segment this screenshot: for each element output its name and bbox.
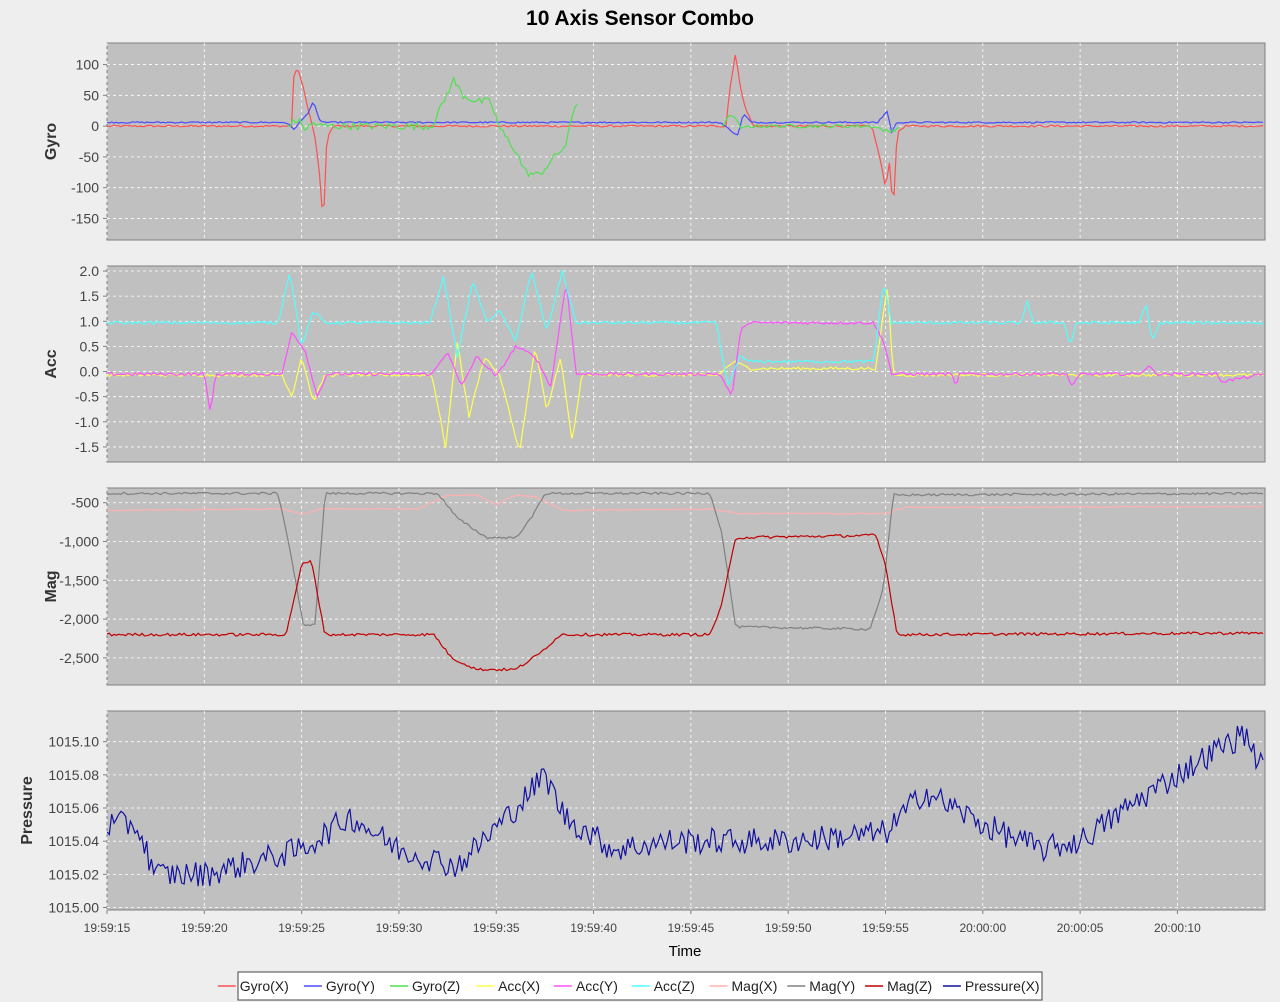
- y-tick-label: 1015.00: [48, 900, 99, 916]
- y-tick-label: 2.0: [80, 263, 100, 279]
- y-tick-label: -100: [71, 180, 99, 196]
- x-tick-label: 19:59:25: [278, 921, 325, 935]
- legend-item: Gyro(X): [217, 978, 289, 994]
- x-tick-label: 20:00:10: [1154, 921, 1201, 935]
- y-axis-label: Gyro: [43, 123, 60, 161]
- subplot-pressure: 1015.10 1015.08 1015.06 1015.04 1015.02 1015.…: [19, 710, 1266, 916]
- x-tick-label: 19:59:35: [473, 921, 520, 935]
- y-tick-label: 1015.10: [48, 734, 99, 750]
- chart-title: 10 Axis Sensor Combo: [526, 7, 754, 30]
- legend-item: Mag(Y): [787, 978, 855, 994]
- y-tick-label: 50: [83, 87, 99, 103]
- y-tick-label: 1015.08: [48, 767, 99, 783]
- plot-area: [106, 710, 1266, 911]
- y-tick-label: -1,500: [59, 572, 99, 588]
- x-tick-label: 20:00:05: [1057, 921, 1104, 935]
- legend-item: Gyro(Y): [303, 978, 375, 994]
- series-line-gyroz: [287, 76, 578, 178]
- series-line-accz: [107, 269, 1264, 387]
- y-tick-label: -50: [79, 149, 99, 165]
- legend-label: Pressure(X): [965, 978, 1040, 994]
- legend-label: Gyro(X): [240, 978, 289, 994]
- legend-label: Acc(Y): [576, 978, 618, 994]
- chart-legend: Gyro(X) Gyro(Y) Gyro(Z) Acc(X) Acc(Y) Acc(Z) M…: [217, 971, 1043, 1001]
- x-tick-label: 19:59:50: [765, 921, 812, 935]
- x-tick-label: 20:00:00: [959, 921, 1006, 935]
- subplot-mag: -500 -1,000 -1,500 -2,000 -2,500 Mag: [43, 487, 1266, 686]
- legend-label: Gyro(Z): [412, 978, 460, 994]
- y-tick-label: 0: [91, 118, 99, 134]
- x-tick-label: 19:59:55: [862, 921, 909, 935]
- legend-item: Gyro(Z): [390, 978, 460, 994]
- series-line-magy: [107, 491, 1264, 631]
- plot-area: [106, 265, 1266, 463]
- x-axis-label: Time: [669, 943, 702, 960]
- y-tick-label: 0.5: [80, 338, 100, 354]
- y-axis-label: Pressure: [19, 776, 36, 845]
- x-tick-label: 19:59:30: [376, 921, 423, 935]
- y-tick-label: 1015.02: [48, 866, 99, 882]
- legend-label: Mag(Z): [887, 978, 932, 994]
- legend-label: Acc(Z): [654, 978, 695, 994]
- x-tick-label: 19:59:20: [181, 921, 228, 935]
- legend-item: Pressure(X): [942, 978, 1040, 994]
- y-axis-label: Mag: [43, 571, 60, 603]
- y-tick-label: 0.0: [80, 364, 100, 380]
- y-tick-label: -1.5: [75, 439, 99, 455]
- legend-label: Mag(Y): [809, 978, 855, 994]
- y-tick-label: 1015.04: [48, 833, 99, 849]
- x-tick-label: 19:59:45: [668, 921, 715, 935]
- legend-item: Mag(Z): [865, 978, 932, 994]
- x-tick-label: 19:59:40: [570, 921, 617, 935]
- y-tick-label: 1.0: [80, 313, 100, 329]
- series-line-accy: [107, 286, 1264, 410]
- subplot-acc: 2.0 1.5 1.0 0.5 0.0 -0.5 -1.0 -1.5 Acc: [43, 263, 1266, 463]
- series-line-pressurex: [107, 725, 1264, 887]
- y-tick-label: -1.0: [75, 414, 99, 430]
- legend-item: Acc(Y): [553, 978, 618, 994]
- y-tick-label: 1.5: [80, 288, 100, 304]
- y-tick-label: 1015.06: [48, 800, 99, 816]
- plot-area: [106, 487, 1266, 686]
- series-line-magz: [107, 533, 1264, 672]
- y-tick-label: -2,000: [59, 611, 99, 627]
- y-tick-label: -150: [71, 210, 99, 226]
- subplot-gyro: 100 50 0 -50 -100 -150 Gyro: [43, 42, 1266, 241]
- legend-item: Acc(X): [476, 978, 540, 994]
- y-tick-label: -500: [71, 495, 99, 511]
- y-tick-label: -1,000: [59, 534, 99, 550]
- y-tick-label: -2,500: [59, 650, 99, 666]
- legend-item: Mag(X): [709, 978, 778, 994]
- legend-label: Gyro(Y): [326, 978, 375, 994]
- series-line-gyroz-seg2: [721, 115, 900, 134]
- legend-item: Acc(Z): [631, 978, 695, 994]
- y-tick-label: -0.5: [75, 389, 99, 405]
- y-axis-label: Acc: [43, 349, 60, 378]
- x-tick-label: 19:59:15: [84, 921, 131, 935]
- legend-label: Acc(X): [498, 978, 540, 994]
- series-line-accx: [107, 289, 1264, 449]
- series-line-gyroy: [107, 102, 1264, 136]
- legend-label: Mag(X): [732, 978, 778, 994]
- series-line-gyrox: [107, 54, 1264, 208]
- series-line-magx: [107, 493, 1264, 515]
- plot-area: [106, 42, 1266, 241]
- y-tick-label: 100: [76, 57, 100, 73]
